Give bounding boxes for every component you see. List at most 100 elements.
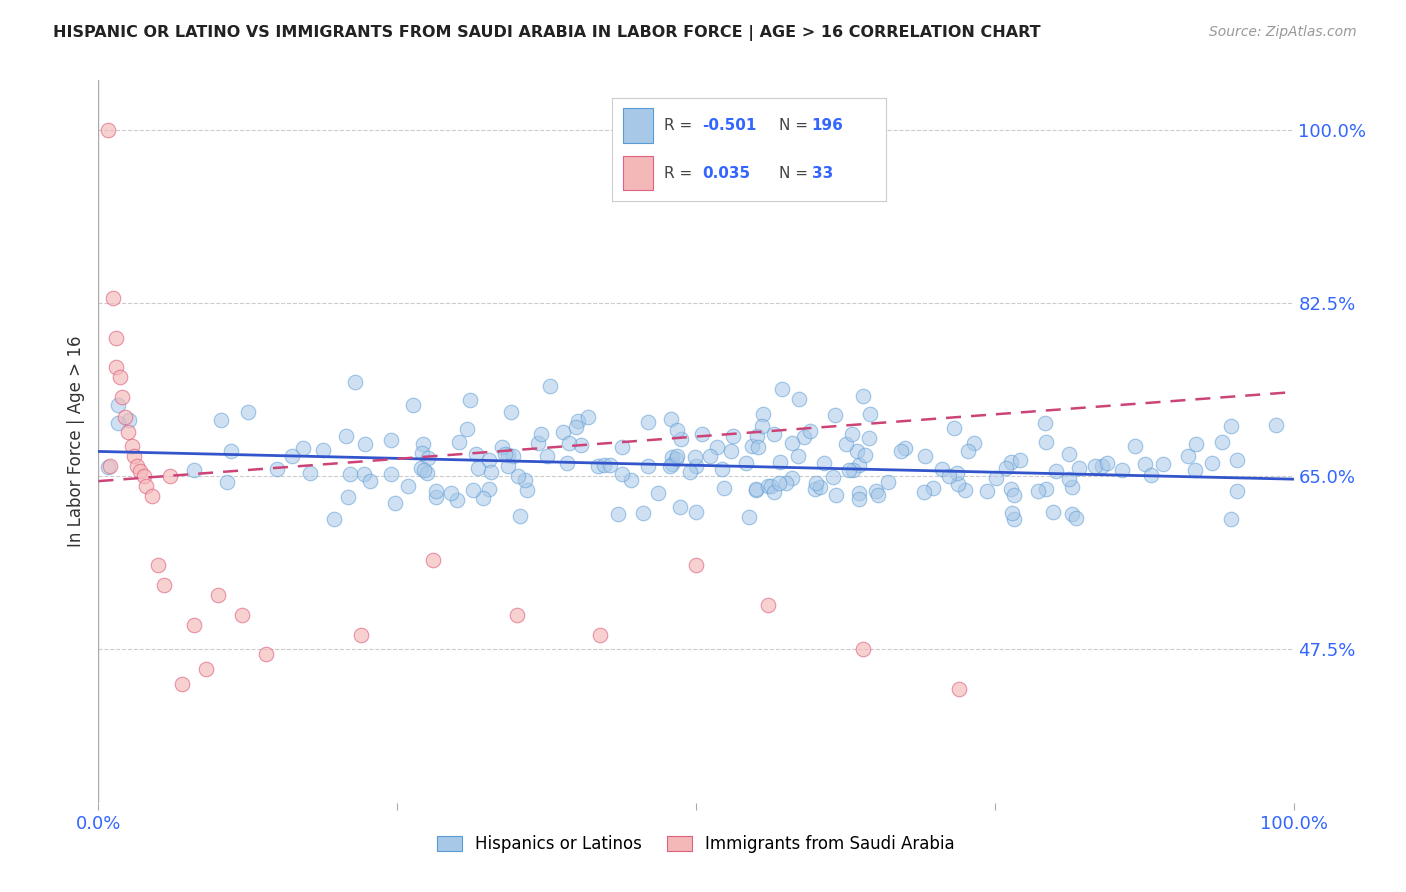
Hispanics or Latinos	[922, 481, 945, 495]
Hispanics or Latinos	[853, 448, 876, 462]
Hispanics or Latinos	[734, 456, 756, 470]
Hispanics or Latinos	[416, 451, 439, 466]
Hispanics or Latinos	[631, 507, 654, 521]
Immigrants from Saudi Arabia	[148, 558, 170, 573]
Hispanics or Latinos	[858, 431, 880, 445]
Immigrants from Saudi Arabia	[105, 360, 128, 375]
Immigrants from Saudi Arabia	[124, 450, 146, 464]
Hispanics or Latinos	[824, 409, 846, 423]
Immigrants from Saudi Arabia	[207, 588, 229, 602]
Hispanics or Latinos	[401, 398, 423, 412]
Hispanics or Latinos	[380, 433, 402, 447]
Hispanics or Latinos	[118, 413, 141, 427]
Hispanics or Latinos	[659, 411, 682, 425]
Hispanics or Latinos	[745, 429, 768, 443]
Text: 33: 33	[811, 166, 832, 180]
Hispanics or Latinos	[763, 427, 786, 442]
Hispanics or Latinos	[848, 491, 870, 506]
Hispanics or Latinos	[775, 475, 797, 490]
Hispanics or Latinos	[813, 456, 835, 470]
Hispanics or Latinos	[685, 504, 707, 518]
Hispanics or Latinos	[496, 448, 519, 462]
Hispanics or Latinos	[931, 461, 953, 475]
Hispanics or Latinos	[943, 421, 966, 435]
Hispanics or Latinos	[721, 428, 744, 442]
Hispanics or Latinos	[478, 482, 501, 496]
Hispanics or Latinos	[661, 457, 683, 471]
Hispanics or Latinos	[1184, 463, 1206, 477]
Hispanics or Latinos	[1000, 506, 1022, 520]
Immigrants from Saudi Arabia	[172, 677, 194, 691]
Hispanics or Latinos	[576, 409, 599, 424]
Text: 0.035: 0.035	[702, 166, 751, 180]
Text: R =: R =	[664, 166, 697, 180]
Hispanics or Latinos	[586, 458, 609, 473]
Hispanics or Latinos	[1135, 457, 1157, 471]
Hispanics or Latinos	[1095, 457, 1118, 471]
Hispanics or Latinos	[513, 473, 536, 487]
Hispanics or Latinos	[894, 441, 917, 455]
Hispanics or Latinos	[804, 475, 827, 490]
Text: R =: R =	[664, 119, 697, 133]
Hispanics or Latinos	[690, 426, 713, 441]
Hispanics or Latinos	[1091, 458, 1114, 473]
Hispanics or Latinos	[741, 439, 763, 453]
Hispanics or Latinos	[713, 481, 735, 495]
Hispanics or Latinos	[751, 418, 773, 433]
Hispanics or Latinos	[465, 447, 488, 461]
Bar	[623, 108, 652, 144]
Hispanics or Latinos	[384, 496, 406, 510]
Hispanics or Latinos	[1060, 480, 1083, 494]
Hispanics or Latinos	[834, 437, 856, 451]
Immigrants from Saudi Arabia	[111, 390, 134, 404]
Immigrants from Saudi Arabia	[506, 607, 529, 622]
Hispanics or Latinos	[868, 488, 890, 502]
Hispanics or Latinos	[842, 463, 865, 477]
Hispanics or Latinos	[610, 467, 633, 482]
Hispanics or Latinos	[1035, 434, 1057, 449]
Immigrants from Saudi Arabia	[589, 627, 612, 641]
Hispanics or Latinos	[679, 465, 702, 479]
Hispanics or Latinos	[848, 486, 870, 500]
Hispanics or Latinos	[501, 404, 523, 418]
Hispanics or Latinos	[458, 393, 481, 408]
Hispanics or Latinos	[1002, 512, 1025, 526]
Hispanics or Latinos	[848, 458, 870, 472]
Hispanics or Latinos	[536, 449, 558, 463]
Hispanics or Latinos	[266, 462, 288, 476]
Hispanics or Latinos	[1219, 418, 1241, 433]
Hispanics or Latinos	[555, 457, 578, 471]
Hispanics or Latinos	[380, 467, 402, 481]
Hispanics or Latinos	[823, 470, 845, 484]
Hispanics or Latinos	[1123, 439, 1146, 453]
Immigrants from Saudi Arabia	[231, 607, 253, 622]
Hispanics or Latinos	[183, 463, 205, 477]
Immigrants from Saudi Arabia	[125, 459, 148, 474]
Hispanics or Latinos	[683, 450, 706, 465]
Hispanics or Latinos	[599, 458, 621, 473]
Hispanics or Latinos	[1042, 504, 1064, 518]
Hispanics or Latinos	[953, 483, 976, 497]
Hispanics or Latinos	[339, 467, 361, 481]
Legend: Hispanics or Latinos, Immigrants from Saudi Arabia: Hispanics or Latinos, Immigrants from Sa…	[430, 828, 962, 860]
Hispanics or Latinos	[425, 490, 447, 504]
Hispanics or Latinos	[496, 459, 519, 474]
Hispanics or Latinos	[659, 458, 682, 473]
Hispanics or Latinos	[107, 398, 129, 412]
Immigrants from Saudi Arabia	[101, 291, 124, 305]
Hispanics or Latinos	[1033, 416, 1056, 430]
Immigrants from Saudi Arabia	[132, 469, 155, 483]
Hispanics or Latinos	[669, 500, 692, 514]
Immigrants from Saudi Arabia	[350, 627, 373, 641]
Bar	[623, 155, 652, 190]
Hispanics or Latinos	[412, 436, 434, 450]
Hispanics or Latinos	[1211, 434, 1233, 449]
Hispanics or Latinos	[1226, 484, 1249, 499]
Hispanics or Latinos	[946, 466, 969, 480]
Hispanics or Latinos	[780, 436, 803, 450]
Hispanics or Latinos	[890, 444, 912, 458]
Hispanics or Latinos	[569, 437, 592, 451]
Immigrants from Saudi Arabia	[129, 464, 152, 478]
Hispanics or Latinos	[669, 432, 692, 446]
Hispanics or Latinos	[337, 490, 360, 504]
